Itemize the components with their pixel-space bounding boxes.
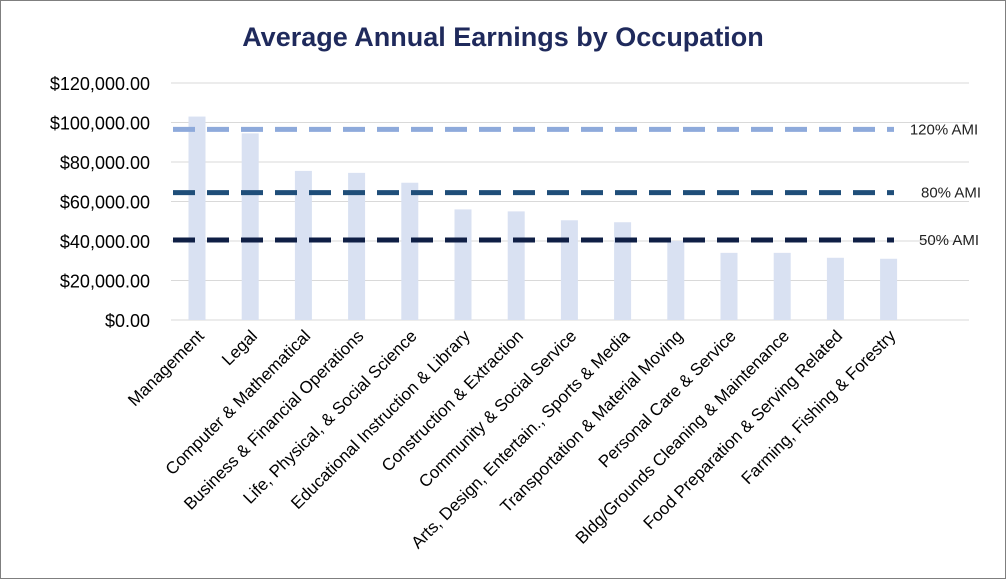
bar <box>188 116 206 320</box>
bar <box>614 222 632 320</box>
y-tick-label: $40,000.00 <box>60 232 150 252</box>
y-tick-label: $100,000.00 <box>50 114 150 134</box>
reference-line-label: 50% AMI <box>919 232 979 249</box>
bar <box>507 211 525 320</box>
bars <box>188 116 898 320</box>
y-axis-ticks: $0.00 $20,000.00 $40,000.00 $60,000.00 $80,0… <box>50 74 150 331</box>
bar <box>454 209 472 320</box>
reference-lines: 120% AMI 80% AMI 50% AMI <box>173 121 981 249</box>
x-category-label: Management <box>124 326 208 410</box>
bar <box>401 182 419 320</box>
x-category-label: Legal <box>218 326 261 369</box>
bar <box>720 252 738 320</box>
bar <box>667 241 685 320</box>
y-tick-label: $0.00 <box>105 311 150 331</box>
bar <box>241 133 259 320</box>
bar <box>826 257 844 320</box>
bar <box>294 170 312 320</box>
y-tick-label: $20,000.00 <box>60 272 150 292</box>
chart-title: Average Annual Earnings by Occupation <box>242 22 764 52</box>
bar <box>348 172 366 320</box>
y-tick-label: $80,000.00 <box>60 153 150 173</box>
bar <box>880 258 898 320</box>
bar <box>560 220 578 320</box>
reference-line-label: 120% AMI <box>910 121 978 138</box>
x-category-label: Food Preparation & Serving Related <box>640 326 847 533</box>
bar <box>773 252 791 320</box>
y-tick-label: $60,000.00 <box>60 193 150 213</box>
reference-line-label: 80% AMI <box>921 185 981 202</box>
y-tick-label: $120,000.00 <box>50 74 150 94</box>
